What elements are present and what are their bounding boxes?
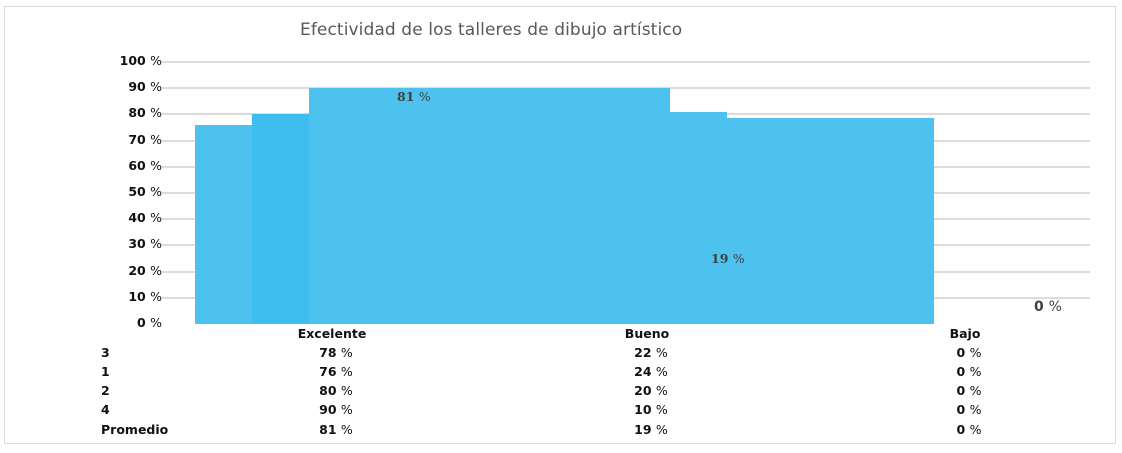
table-cell: 24 % [634, 364, 668, 379]
chart-title: Efectividad de los talleres de dibujo ar… [300, 20, 683, 40]
table-row-label: 1 [101, 364, 110, 379]
y-tick-label: 30 % [128, 236, 162, 252]
y-tick-label: 0 % [137, 315, 162, 330]
table-cell: 81 % [319, 422, 353, 437]
table-cell: 0 % [956, 383, 982, 398]
category-label-excelente: Excelente [297, 326, 367, 341]
table-cell: 0 % [956, 402, 982, 417]
table-cell: 10 % [634, 402, 668, 417]
table-cell: 0 % [956, 345, 982, 360]
data-label-bajo: 0 % [1034, 299, 1062, 315]
table-cell: 80 % [319, 383, 353, 398]
table-cell: 90 % [319, 402, 353, 417]
bar-1 [195, 124, 252, 324]
category-label-bajo: Bajo [949, 326, 981, 341]
y-tick-label: 70 % [128, 131, 162, 147]
bar-2 [252, 114, 309, 324]
y-tick-label: 10 % [128, 288, 162, 304]
table-cell: 76 % [319, 364, 353, 379]
bar-3 [309, 88, 670, 324]
y-tick-label: 60 % [128, 157, 162, 173]
table-cell: 20 % [634, 383, 668, 398]
table-cell: 0 % [956, 364, 982, 379]
table-row-label: Promedio [101, 422, 169, 437]
y-tick-label: 50 % [128, 184, 162, 199]
y-tick-label: 100 % [119, 53, 162, 68]
y-tick-label: 40 % [128, 210, 162, 226]
gridline [162, 61, 1090, 63]
y-tick-label: 20 % [128, 262, 162, 278]
table-cell: 78 % [319, 345, 353, 360]
table-row-label: 2 [101, 383, 110, 398]
table-cell: 19 % [634, 422, 668, 437]
category-label-bueno: Bueno [624, 326, 670, 341]
table-row-label: 4 [101, 402, 110, 417]
y-tick-label: 80 % [128, 105, 162, 121]
table-row-label: 3 [101, 345, 110, 360]
table-cell: 22 % [634, 345, 668, 360]
data-label-bueno: 19 % [711, 251, 745, 266]
y-tick-label: 90 % [128, 79, 162, 95]
bar-4 [670, 111, 727, 324]
bar-5 [727, 118, 934, 324]
data-label-excelente: 81 % [397, 89, 431, 104]
table-cell: 0 % [956, 422, 982, 437]
